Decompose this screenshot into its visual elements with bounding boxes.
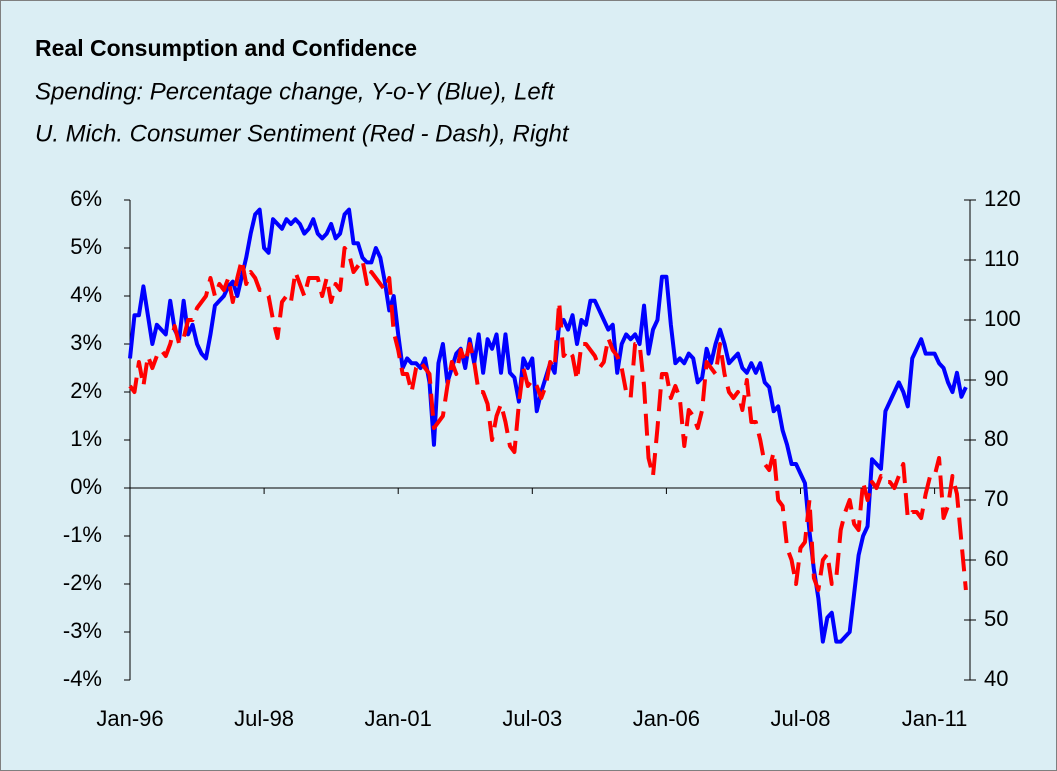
chart-title: Real Consumption and Confidence xyxy=(35,35,417,61)
y-tick-label: -4% xyxy=(63,666,102,691)
x-tick-label: Jan-11 xyxy=(902,706,968,731)
y2-tick-label: 100 xyxy=(984,306,1021,331)
y-tick-label: 2% xyxy=(70,378,102,403)
y-tick-label: 3% xyxy=(70,330,102,355)
y-tick-label: -1% xyxy=(63,522,102,547)
y-tick-label: -3% xyxy=(63,618,102,643)
y2-tick-label: 50 xyxy=(984,606,1008,631)
x-tick-label: Jul-98 xyxy=(234,706,294,731)
y2-tick-label: 80 xyxy=(984,426,1008,451)
y2-tick-label: 90 xyxy=(984,366,1008,391)
y2-tick-label: 70 xyxy=(984,486,1008,511)
x-tick-label: Jul-08 xyxy=(771,706,831,731)
y2-tick-label: 40 xyxy=(984,666,1008,691)
y2-tick-label: 60 xyxy=(984,546,1008,571)
y2-tick-label: 120 xyxy=(984,186,1021,211)
y-tick-label: 1% xyxy=(70,426,102,451)
x-tick-label: Jan-01 xyxy=(365,706,432,731)
chart-subtitle: U. Mich. Consumer Sentiment (Red - Dash)… xyxy=(35,120,570,147)
y-tick-label: -2% xyxy=(63,570,102,595)
x-tick-label: Jan-96 xyxy=(96,706,163,731)
y-tick-label: 4% xyxy=(70,282,102,307)
y-tick-label: 5% xyxy=(70,234,102,259)
x-tick-label: Jan-06 xyxy=(633,706,700,731)
y2-tick-label: 110 xyxy=(984,246,1019,271)
series-line xyxy=(128,246,968,592)
chart-subtitle: Spending: Percentage change, Y-o-Y (Blue… xyxy=(35,78,555,105)
y-tick-label: 6% xyxy=(70,186,102,211)
x-tick-label: Jul-03 xyxy=(502,706,562,731)
y-tick-label: 0% xyxy=(70,474,102,499)
